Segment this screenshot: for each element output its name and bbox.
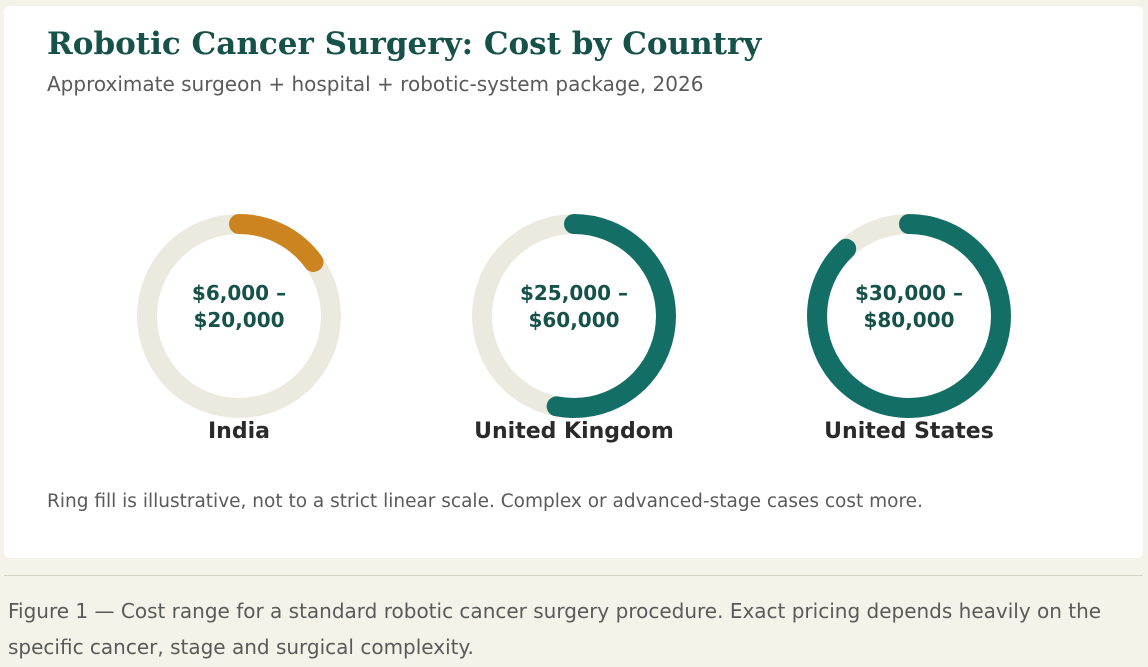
value-india-min: $6,000 – [191, 281, 287, 305]
value-india: $6,000 – $20,000 [154, 280, 324, 334]
value-uk-max: $60,000 [528, 308, 620, 332]
value-uk-min: $25,000 – [519, 281, 629, 305]
label-united-kingdom: United Kingdom [474, 419, 674, 444]
chart-note: Ring fill is illustrative, not to a stri… [47, 491, 923, 512]
ring-arc-united-states [807, 214, 1011, 418]
chart-card [4, 6, 1143, 558]
value-united-states: $30,000 – $80,000 [824, 280, 994, 334]
ring-arc-india [137, 214, 341, 418]
value-india-max: $20,000 [193, 308, 285, 332]
figure-caption: Figure 1 — Cost range for a standard rob… [8, 599, 1102, 659]
label-united-states: United States [824, 419, 994, 444]
value-us-max: $80,000 [863, 308, 955, 332]
caption-divider [4, 575, 1143, 576]
chart-title: Robotic Cancer Surgery: Cost by Country [47, 26, 762, 62]
ring-arc-united-kingdom [472, 214, 676, 418]
value-us-min: $30,000 – [854, 281, 964, 305]
value-united-kingdom: $25,000 – $60,000 [489, 280, 659, 334]
chart-subtitle: Approximate surgeon + hospital + robotic… [47, 72, 704, 96]
label-india: India [208, 419, 270, 444]
